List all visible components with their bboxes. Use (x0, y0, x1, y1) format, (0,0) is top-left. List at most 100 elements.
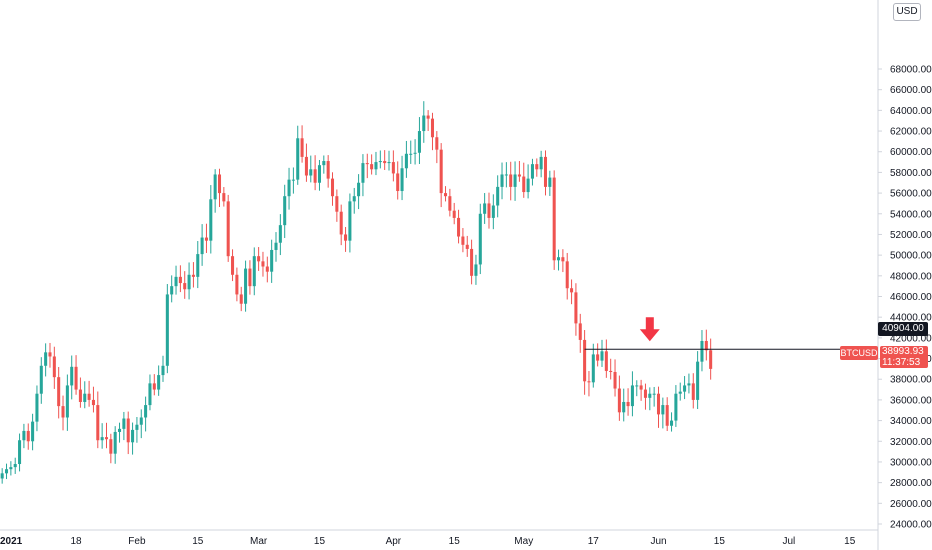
candle-body (604, 351, 608, 371)
candle (200, 224, 204, 266)
candle-body (87, 393, 91, 400)
candle-body (300, 138, 304, 157)
candle-body (213, 174, 217, 200)
candle (296, 125, 300, 185)
candle-body (270, 249, 274, 272)
candle (113, 426, 117, 464)
candle-body (457, 217, 461, 237)
y-tick-label: 44000.00 (890, 313, 932, 324)
candle (304, 143, 308, 182)
candle-body (543, 156, 548, 187)
candle-body (217, 174, 222, 194)
y-tick-label: 34000.00 (890, 416, 932, 427)
candle-body (670, 420, 674, 426)
candle-body (465, 244, 469, 249)
candle-body (426, 115, 430, 119)
candle-body (4, 469, 9, 474)
y-tick-label: 68000.00 (890, 65, 932, 76)
candle (309, 155, 313, 183)
candle-body (231, 256, 235, 275)
candle-body (391, 162, 395, 174)
x-tick-label: Jun (650, 536, 666, 547)
candle-body (413, 152, 417, 154)
candle (139, 409, 143, 439)
candle (504, 162, 508, 188)
y-tick-label: 50000.00 (890, 251, 932, 262)
candle-body (226, 201, 230, 257)
candle-body (48, 352, 52, 357)
candle-body (131, 429, 135, 443)
candle (100, 423, 104, 449)
candle-body (361, 163, 365, 183)
candle-body (126, 418, 130, 443)
candle (374, 151, 378, 176)
candle-body (65, 385, 69, 418)
candle (600, 339, 604, 367)
candle-body (157, 375, 161, 390)
candle-body (31, 421, 35, 442)
candle-body (18, 440, 22, 465)
x-tick-label: 15 (449, 536, 461, 547)
candle-body (656, 393, 661, 415)
candle-body (152, 383, 156, 390)
candle-body (617, 388, 621, 413)
candle-body (435, 137, 439, 150)
candle (487, 192, 491, 229)
candle-body (422, 115, 426, 132)
candle-body (274, 242, 278, 250)
candle-body (483, 203, 487, 214)
candle (313, 155, 317, 191)
candle-body (696, 361, 700, 400)
candle (465, 235, 469, 257)
candle-body (678, 391, 682, 394)
candle-body (196, 254, 200, 277)
candle (231, 249, 235, 282)
candle (191, 262, 195, 288)
candle (448, 188, 452, 217)
candle-body (561, 257, 565, 262)
candle-body (539, 156, 543, 170)
x-tick-label: Jul (782, 536, 795, 547)
candle-body (596, 354, 600, 361)
candle (270, 239, 274, 283)
x-tick-label: 18 (71, 536, 83, 547)
candle-body (474, 264, 478, 276)
candle-body (96, 405, 100, 441)
candle-body (83, 393, 87, 402)
candle-body (278, 225, 282, 243)
candle (330, 172, 335, 206)
candle-body (378, 161, 382, 163)
candle-body (387, 162, 391, 164)
candle-body (487, 203, 491, 218)
candle-body (448, 196, 452, 211)
symbol-label: BTCUSD (840, 346, 878, 360)
candle (170, 275, 174, 303)
candle (609, 358, 613, 380)
currency-unit-label[interactable]: USD (893, 3, 921, 21)
candle (291, 167, 295, 194)
candle (691, 373, 695, 409)
x-tick-label: Apr (386, 536, 402, 547)
candle-body (452, 210, 456, 218)
candle (426, 110, 430, 131)
candle (626, 388, 630, 416)
candle (244, 260, 248, 312)
candle-body (9, 467, 13, 470)
candle-body (248, 268, 252, 287)
candle-body (339, 211, 343, 235)
candle-body (600, 351, 604, 361)
candle-body (165, 294, 169, 366)
candle-body (565, 261, 569, 289)
candle (639, 379, 643, 401)
candle-body (0, 473, 4, 479)
candle (661, 397, 665, 429)
candle-body (100, 437, 104, 441)
candle (144, 396, 148, 432)
candle-body (239, 294, 243, 304)
candle-body (583, 339, 587, 382)
candle-body (244, 268, 248, 304)
candle (39, 357, 43, 404)
y-tick-label: 28000.00 (890, 478, 932, 489)
